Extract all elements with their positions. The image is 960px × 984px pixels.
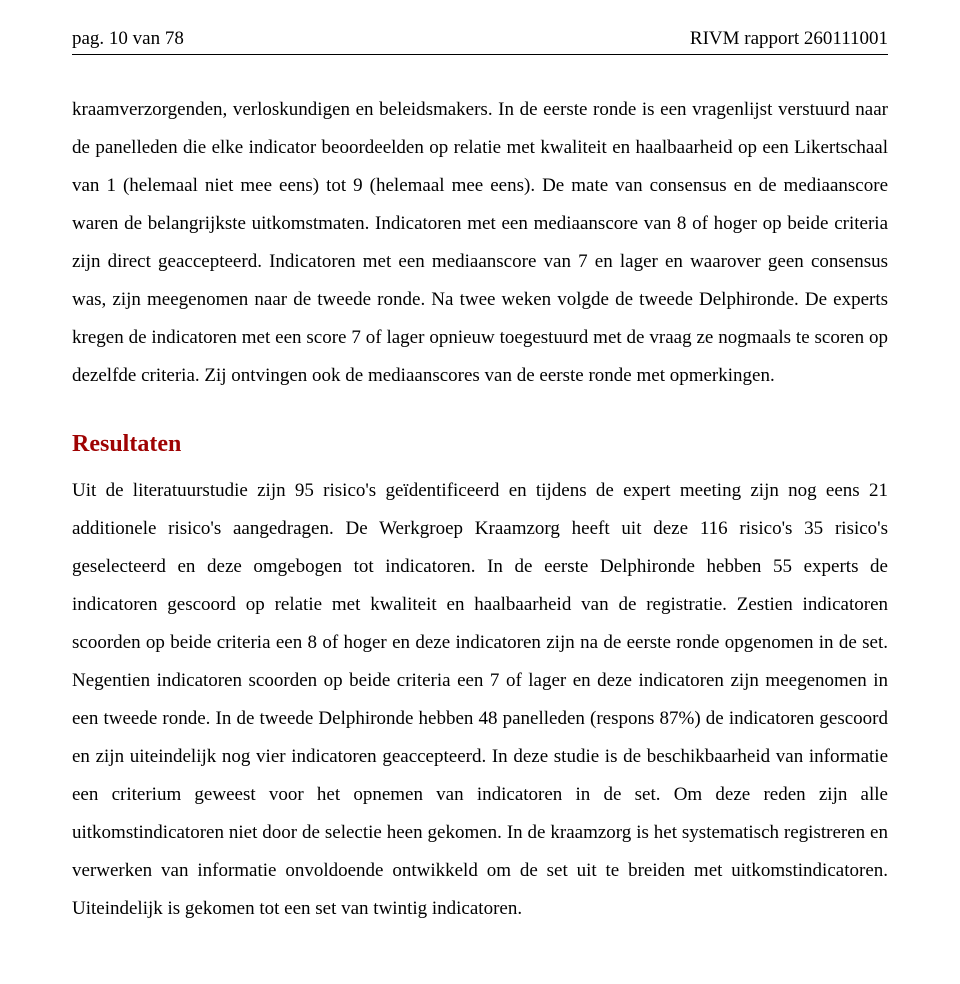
page-header: pag. 10 van 78 RIVM rapport 260111001 — [72, 28, 888, 55]
body-paragraph-1: kraamverzorgenden, verloskundigen en bel… — [72, 91, 888, 395]
report-id-label: RIVM rapport 260111001 — [690, 28, 888, 50]
body-paragraph-2: Uit de literatuurstudie zijn 95 risico's… — [72, 472, 888, 928]
section-heading-resultaten: Resultaten — [72, 431, 888, 458]
page-number-label: pag. 10 van 78 — [72, 28, 184, 50]
